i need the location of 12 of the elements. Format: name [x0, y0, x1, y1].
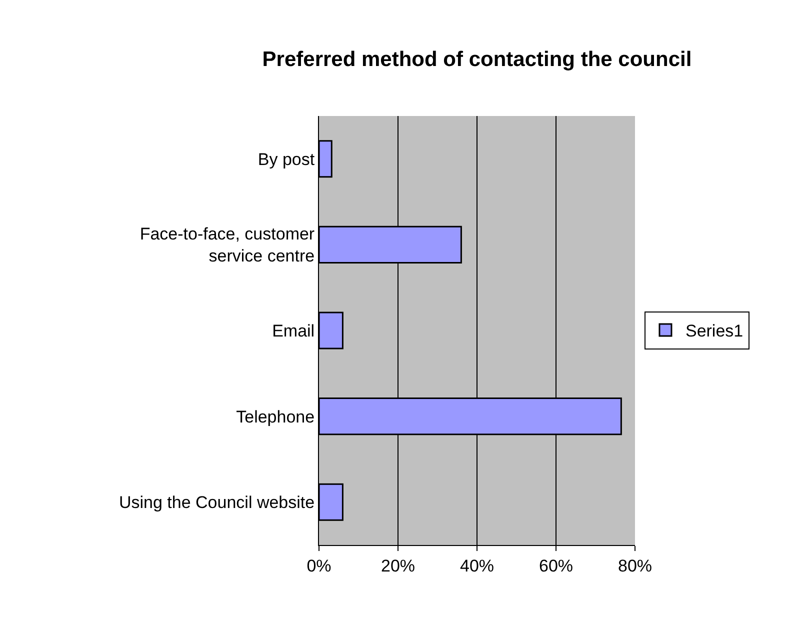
legend-label: Series1: [685, 322, 744, 341]
x-tick-label: 0%: [306, 556, 332, 576]
chart-title: Preferred method of contacting the council: [262, 48, 692, 71]
x-tick-label: 80%: [618, 556, 652, 576]
y-tick-label: Using the Council website: [118, 493, 315, 512]
x-tick-label: 20%: [380, 556, 416, 576]
y-tick-label: Face-to-face, customer service centre: [140, 224, 315, 266]
y-tick-label: By post: [258, 150, 315, 169]
y-tick-label: Telephone: [236, 407, 315, 426]
y-tick-label: Email: [272, 321, 315, 340]
x-tick-label: 60%: [538, 556, 574, 576]
x-tick-label: 40%: [460, 556, 494, 576]
